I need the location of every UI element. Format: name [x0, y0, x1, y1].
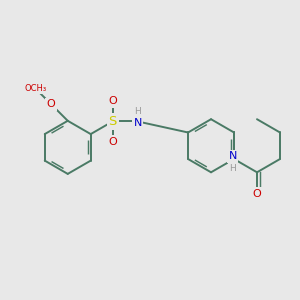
Text: S: S	[108, 115, 117, 128]
Text: H: H	[230, 164, 236, 173]
Text: OCH₃: OCH₃	[25, 84, 47, 93]
Text: H: H	[134, 107, 141, 116]
Text: O: O	[108, 96, 117, 106]
Text: O: O	[108, 137, 117, 147]
Text: N: N	[134, 118, 142, 128]
Text: O: O	[253, 189, 261, 199]
Text: O: O	[47, 99, 56, 109]
Text: N: N	[229, 152, 237, 161]
